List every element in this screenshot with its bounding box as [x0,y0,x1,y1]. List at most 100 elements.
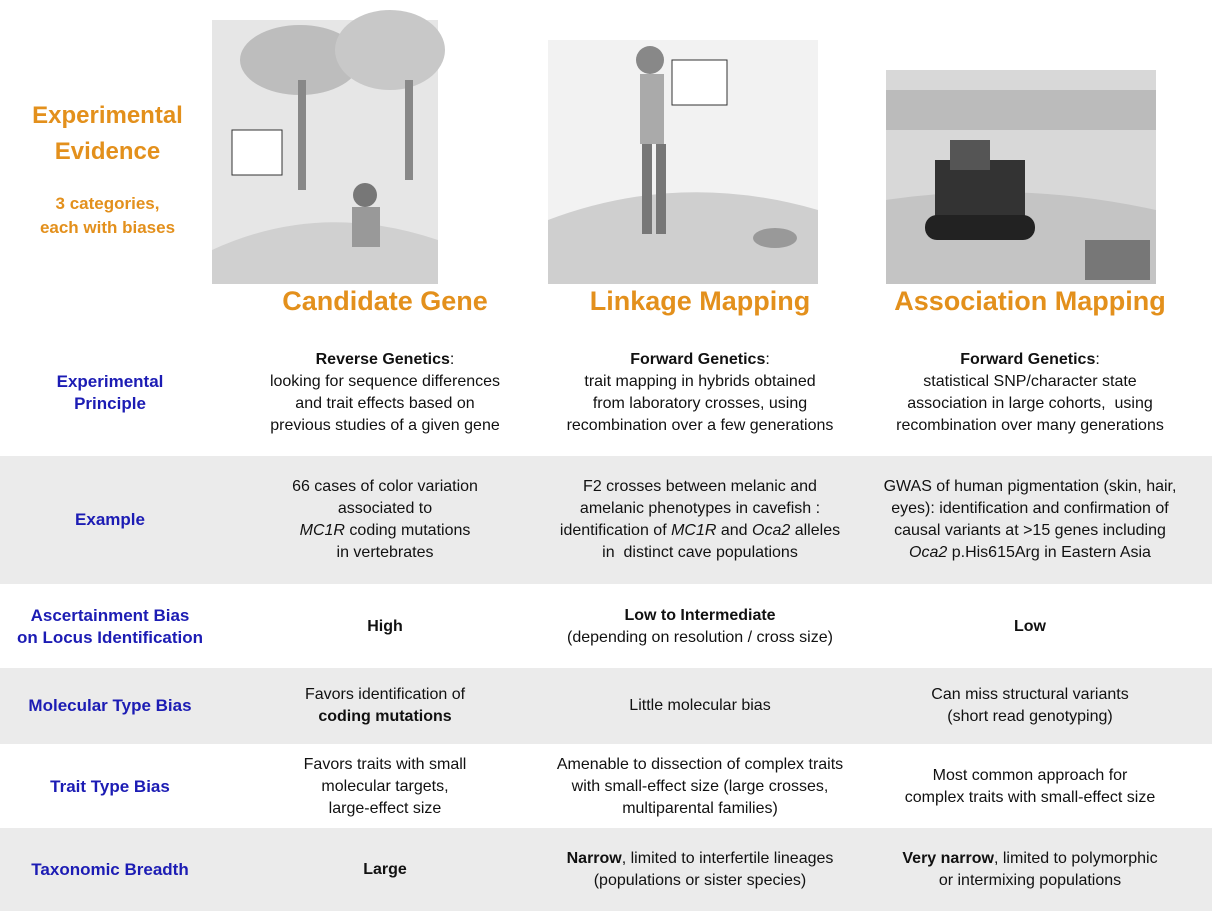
text-segment: and trait effects based on [295,395,475,412]
text-segment: alleles [790,522,841,539]
table-row: Taxonomic Breadth Large Narrow, limited to… [0,828,1212,911]
column-title: Candidate Gene [282,286,488,316]
text-segment: Most common approach for [932,767,1128,784]
text-line: multiparental families) [622,798,778,820]
text-segment: multiparental families) [622,800,778,817]
text-line: eyes): identification and confirmation o… [891,498,1168,520]
text-line: (populations or sister species) [594,870,807,892]
text-line: causal variants at >15 genes including [894,520,1166,542]
table-cell: Most common approach for complex traits w… [862,746,1198,828]
text-segment: , limited to polymorphic [993,849,1158,867]
row-label: Molecular Type Bias [0,668,220,744]
text-line: Example [75,510,145,529]
text-segment: associated to [337,500,433,517]
text-line: in vertebrates [337,542,434,564]
text-segment: Large [363,860,407,878]
text-segment: molecular targets, [321,778,449,795]
text-segment: : [449,351,455,368]
text-segment: Very narrow [902,849,994,867]
text-line: Experimental [56,372,164,391]
text-line: recombination over a few generations [567,415,834,437]
table-cell: Reverse Genetics: looking for sequence di… [217,330,553,456]
text-segment: p.His615Arg in Eastern Asia [947,544,1151,561]
text-line: on Locus Identification [16,628,204,647]
text-line: Ascertainment Bias [30,606,190,625]
row-label: Trait Type Bias [0,746,220,828]
text-segment: : [765,351,770,368]
text-line: trait mapping in hybrids obtained [584,371,815,393]
text-line: 66 cases of color variation [292,476,478,498]
table-cell: Forward Genetics: statistical SNP/charact… [862,330,1198,456]
text-segment: complex traits with small-effect size [904,789,1156,806]
text-segment: and [716,522,753,539]
table-cell: High [217,586,553,668]
text-line: GWAS of human pigmentation (skin, hair, [884,476,1177,498]
text-line: MC1R coding mutations [300,520,471,542]
text-line: Can miss structural variants [931,684,1128,706]
text-line: Experimental [32,102,183,129]
text-segment: MC1R [671,522,717,539]
table-cell: GWAS of human pigmentation (skin, hair, e… [862,456,1198,584]
text-segment: Oca2 [909,544,948,561]
table-cell: Favors traits with small molecular target… [217,746,553,828]
text-line: from laboratory crosses, using [593,393,807,415]
text-segment: Amenable to dissection of complex traits [556,756,844,773]
text-line: Evidence [54,138,161,165]
text-line: Large [363,859,407,881]
text-segment: Favors identification of [304,686,466,703]
text-line: Molecular Type Bias [28,696,192,715]
text-line: Principle [74,394,146,413]
illustrations [212,10,1156,284]
text-segment: from laboratory crosses, using [592,395,808,412]
text-line: Narrow, limited to interfertile lineages [567,848,834,870]
text-segment: or intermixing populations [938,871,1122,889]
text-segment: trait mapping in hybrids obtained [584,373,816,390]
text-segment: Narrow [566,849,622,867]
text-line: looking for sequence differences [270,371,500,393]
text-segment: : [1095,351,1100,368]
text-segment: identification of [559,522,672,539]
row-label: Taxonomic Breadth [0,828,220,911]
text-segment: High [367,618,403,635]
text-line: Oca2 p.His615Arg in Eastern Asia [909,542,1151,564]
table-cell: Low [862,586,1198,668]
text-segment: in vertebrates [336,544,434,561]
text-line: molecular targets, [321,776,448,798]
header-subtitle: 3 categories, each with biases [0,192,215,240]
text-segment: Can miss structural variants [931,686,1129,703]
table-row: Example 66 cases of color variation associ… [0,456,1212,584]
table-row: Trait Type Bias Favors traits with small m… [0,746,1212,828]
table-cell: Narrow, limited to interfertile lineages… [532,828,868,911]
table-cell: Favors identification of coding mutations [217,668,553,744]
table-cell: Low to Intermediate (depending on resolut… [532,586,868,668]
text-line: Reverse Genetics: [316,349,455,371]
text-segment: F2 crosses between melanic and [583,478,817,495]
table-cell: Little molecular bias [532,668,868,744]
text-line: in distinct cave populations [602,542,798,564]
text-segment: MC1R [299,522,345,539]
text-line: Favors traits with small [304,754,467,776]
text-segment: recombination over a few generations [566,417,834,434]
table-row: Experimental Principle Reverse Genetics: lo… [0,330,1212,456]
text-segment: looking for sequence differences [269,373,501,390]
text-line: large-effect size [329,798,442,820]
row-label: Example [0,456,220,584]
table-cell: F2 crosses between melanic and amelanic p… [532,456,868,584]
text-segment: eyes): identification and confirmation o… [891,500,1169,517]
header-title: Experimental Evidence [0,98,215,170]
column-title: Linkage Mapping [589,286,811,316]
text-line: identification of MC1R and Oca2 alleles [560,520,840,542]
illustration-candidate [212,10,445,284]
table-row: Ascertainment Bias on Locus Identificatio… [0,586,1212,668]
text-segment: with small-effect size (large crosses, [571,778,829,795]
text-line: Low to Intermediate [624,605,775,627]
text-line: F2 crosses between melanic and [583,476,817,498]
text-segment: amelanic phenotypes in cavefish : [579,500,821,517]
row-label: Ascertainment Bias on Locus Identificatio… [0,586,220,668]
text-segment: previous studies of a given gene [270,417,500,434]
illustration-linkage [548,40,818,284]
text-line: complex traits with small-effect size [905,787,1155,809]
table-cell: 66 cases of color variation associated to… [217,456,553,584]
text-line: amelanic phenotypes in cavefish : [580,498,820,520]
